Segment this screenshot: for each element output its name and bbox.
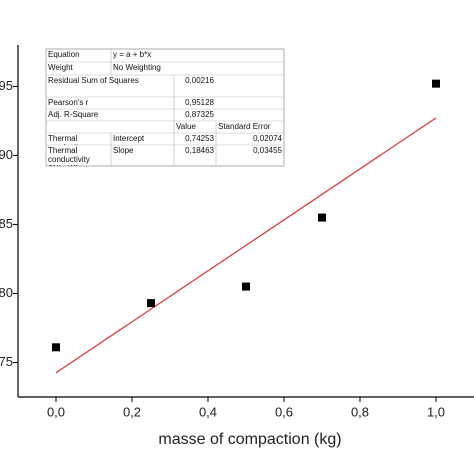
point: [242, 282, 250, 291]
point: [147, 299, 155, 308]
table-cell-text: Pearson's r: [48, 98, 89, 107]
table-cell: Residual Sum of Squares: [48, 76, 139, 85]
table-cell: Value: [176, 122, 196, 131]
table-cell: 0,02074: [253, 134, 282, 143]
table-cell-text: 0,00216: [185, 76, 214, 85]
table-cell-text: Adj. R-Square: [48, 110, 99, 119]
table-cell-text: Thermal conductivity (W/m*K): [48, 146, 90, 166]
table-cell-text: 0,95128: [185, 98, 214, 107]
y-tick-label: 0,95: [0, 78, 13, 93]
y-tick-label: 0,85: [0, 216, 13, 231]
table-cell-text: 0,02074: [253, 134, 282, 143]
table-cell-text: Value: [176, 122, 196, 131]
point: [318, 213, 326, 222]
x-tick-label: 0,8: [351, 404, 369, 419]
table-cell: No Weighting: [113, 63, 161, 72]
table-cell: Slope: [113, 146, 134, 155]
table-cell-text: Slope: [113, 146, 134, 155]
table-cell-text: 0,03455: [253, 146, 282, 155]
table-cell-text: y = a + b*x: [113, 50, 152, 59]
x-tick-label: 0,6: [275, 404, 293, 419]
table-cell: 0,03455: [253, 146, 282, 155]
point: [52, 343, 60, 352]
x-axis-label: masse of compaction (kg): [158, 431, 341, 448]
table-cell: 0,87325: [185, 110, 214, 119]
x-tick-label: 0,2: [123, 404, 141, 419]
x-tick-label: 0,4: [199, 404, 217, 419]
table-cell-text: Standard Error: [218, 122, 271, 131]
table-cell-text: Intercept: [113, 134, 145, 143]
table-cell-text: Thermal conducti: [48, 134, 78, 145]
table-cell: Intercept: [113, 134, 145, 143]
table-cell: Adj. R-Square: [48, 110, 99, 119]
x-tick-label: 1,0: [427, 404, 445, 419]
table-cell: 0,74253: [185, 134, 214, 143]
point: [432, 79, 440, 88]
y-tick-label: 0,80: [0, 285, 13, 300]
table-cell-text: Equation: [48, 50, 80, 59]
table-cell: Pearson's r: [48, 98, 89, 107]
table-cell: Standard Error: [218, 122, 271, 131]
y-tick-label: 0,90: [0, 147, 13, 162]
table-cell: Weight: [48, 63, 73, 72]
table-cell-text: Weight: [48, 63, 73, 72]
table-cell: 0,95128: [185, 98, 214, 107]
fit-table: Equation y = a + b*x Weight No Weighting Res…: [45, 48, 285, 167]
table-cell: Thermal conducti: [48, 134, 78, 145]
table-cell: Equation: [48, 50, 80, 59]
table-cell-text: No Weighting: [113, 63, 161, 72]
table-cell-text: 0,18463: [185, 146, 214, 155]
table-cell-text: 0,74253: [185, 134, 214, 143]
x-tick-label: 0,0: [47, 404, 65, 419]
table-cell-text: 0,87325: [185, 110, 214, 119]
table-cell-text: Residual Sum of Squares: [48, 76, 139, 85]
table-cell: Thermal conductivity (W/m*K): [48, 146, 90, 166]
table-cell: y = a + b*x: [113, 50, 152, 59]
y-tick-label: 0,75: [0, 354, 13, 369]
table-cell: 0,18463: [185, 146, 214, 155]
table-cell: 0,00216: [185, 76, 214, 85]
fit-line: [55, 117, 437, 374]
table-frame: [45, 48, 285, 167]
